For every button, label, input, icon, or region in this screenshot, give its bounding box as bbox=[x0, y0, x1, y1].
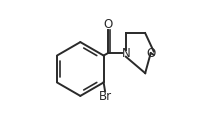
Text: N: N bbox=[121, 47, 130, 60]
Text: Br: Br bbox=[99, 90, 112, 103]
Text: O: O bbox=[103, 18, 113, 31]
Text: O: O bbox=[146, 47, 155, 60]
